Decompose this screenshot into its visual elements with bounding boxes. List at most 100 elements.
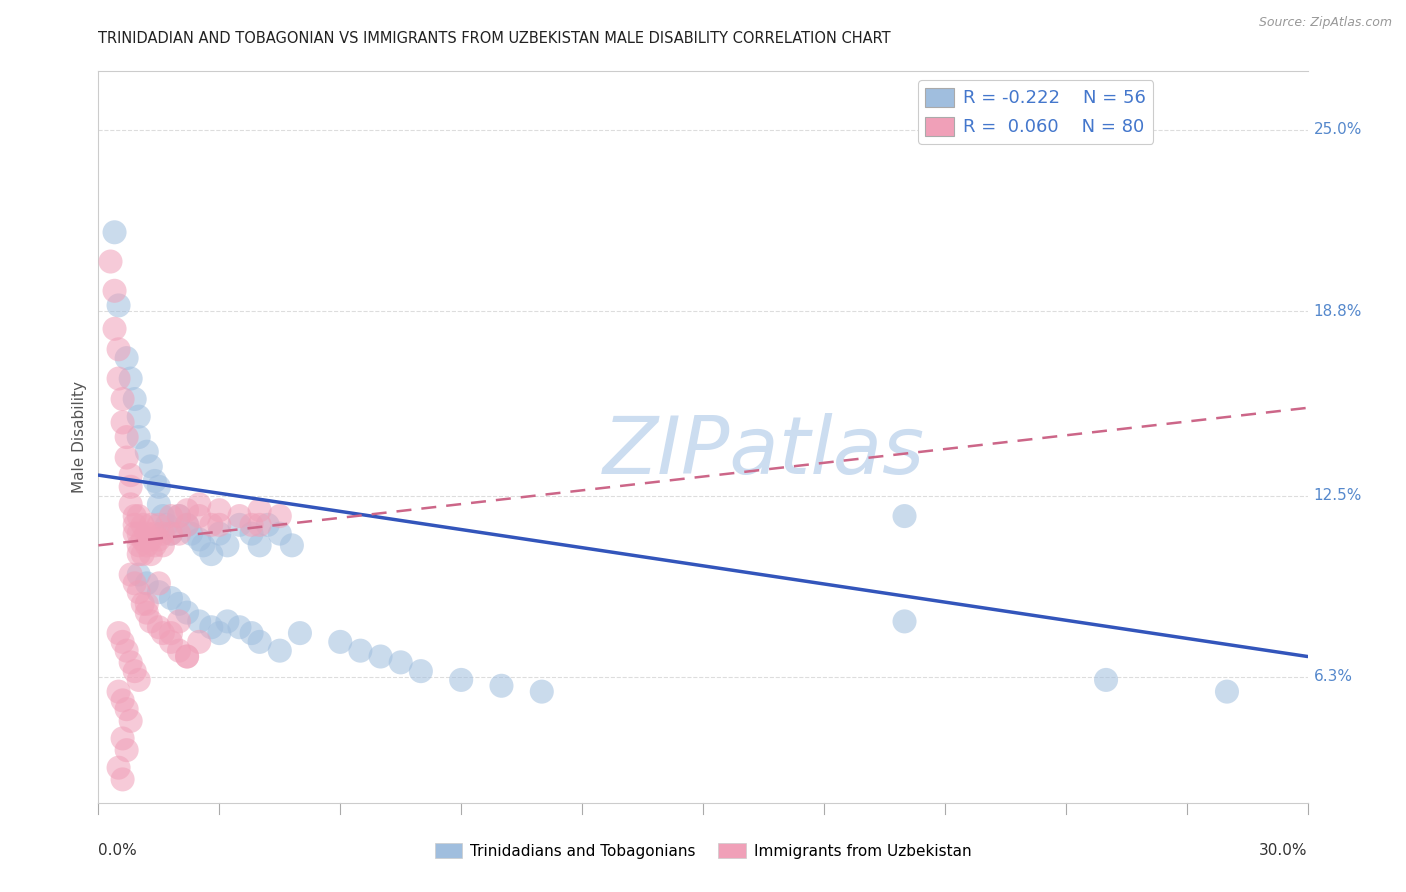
Point xyxy=(120,371,142,385)
Text: 12.5%: 12.5% xyxy=(1313,488,1362,503)
Point xyxy=(148,533,170,547)
Point xyxy=(124,392,146,406)
Point xyxy=(120,567,142,582)
Point xyxy=(240,517,263,532)
Point xyxy=(193,538,215,552)
Point xyxy=(249,635,271,649)
Point xyxy=(107,298,129,312)
Point xyxy=(160,591,183,605)
Point xyxy=(107,684,129,698)
Point xyxy=(135,606,157,620)
Point xyxy=(132,517,155,532)
Point xyxy=(115,743,138,757)
Point xyxy=(530,684,553,698)
Point xyxy=(249,538,271,552)
Point xyxy=(103,284,125,298)
Point xyxy=(107,626,129,640)
Point xyxy=(128,526,150,541)
Point xyxy=(167,509,190,524)
Point xyxy=(107,761,129,775)
Point xyxy=(180,526,202,541)
Text: 18.8%: 18.8% xyxy=(1313,304,1362,318)
Point xyxy=(160,526,183,541)
Text: 30.0%: 30.0% xyxy=(1260,843,1308,858)
Point xyxy=(217,538,239,552)
Point xyxy=(143,526,166,541)
Point xyxy=(256,517,278,532)
Point xyxy=(450,673,472,687)
Point xyxy=(188,533,211,547)
Point xyxy=(188,615,211,629)
Point xyxy=(128,538,150,552)
Point xyxy=(111,731,134,746)
Point xyxy=(160,526,183,541)
Point xyxy=(176,517,198,532)
Text: 0.0%: 0.0% xyxy=(98,843,138,858)
Point xyxy=(176,606,198,620)
Point xyxy=(228,620,250,634)
Point xyxy=(240,626,263,640)
Point xyxy=(160,626,183,640)
Point xyxy=(167,597,190,611)
Point xyxy=(491,679,513,693)
Point xyxy=(128,409,150,424)
Point xyxy=(200,517,222,532)
Point xyxy=(124,526,146,541)
Point xyxy=(893,615,915,629)
Point xyxy=(124,517,146,532)
Point xyxy=(228,509,250,524)
Point xyxy=(176,517,198,532)
Point xyxy=(139,459,162,474)
Point xyxy=(148,585,170,599)
Point xyxy=(135,597,157,611)
Point xyxy=(111,772,134,787)
Legend: R = -0.222    N = 56, R =  0.060    N = 80: R = -0.222 N = 56, R = 0.060 N = 80 xyxy=(918,80,1153,144)
Point xyxy=(1216,684,1239,698)
Point xyxy=(188,497,211,511)
Point xyxy=(139,547,162,561)
Point xyxy=(370,649,392,664)
Point xyxy=(128,673,150,687)
Point xyxy=(103,322,125,336)
Point xyxy=(115,430,138,444)
Point xyxy=(167,509,190,524)
Point xyxy=(160,635,183,649)
Point xyxy=(148,620,170,634)
Point xyxy=(120,714,142,728)
Point xyxy=(269,526,291,541)
Point xyxy=(135,576,157,591)
Point xyxy=(111,416,134,430)
Point xyxy=(156,517,179,532)
Point xyxy=(120,468,142,483)
Point xyxy=(132,547,155,561)
Point xyxy=(1095,673,1118,687)
Point xyxy=(176,649,198,664)
Point xyxy=(111,693,134,707)
Point xyxy=(111,635,134,649)
Point xyxy=(128,509,150,524)
Point xyxy=(120,497,142,511)
Point xyxy=(128,547,150,561)
Point xyxy=(103,225,125,239)
Point xyxy=(208,526,231,541)
Point xyxy=(120,480,142,494)
Point xyxy=(167,615,190,629)
Point xyxy=(135,538,157,552)
Point xyxy=(115,643,138,657)
Point xyxy=(152,526,174,541)
Point xyxy=(176,649,198,664)
Point xyxy=(409,664,432,678)
Point xyxy=(124,509,146,524)
Point xyxy=(148,480,170,494)
Point xyxy=(135,526,157,541)
Point xyxy=(188,509,211,524)
Text: 6.3%: 6.3% xyxy=(1313,670,1353,684)
Point xyxy=(128,430,150,444)
Point xyxy=(124,576,146,591)
Point xyxy=(128,567,150,582)
Point xyxy=(152,626,174,640)
Point xyxy=(128,585,150,599)
Point xyxy=(111,392,134,406)
Point xyxy=(115,351,138,365)
Point xyxy=(893,509,915,524)
